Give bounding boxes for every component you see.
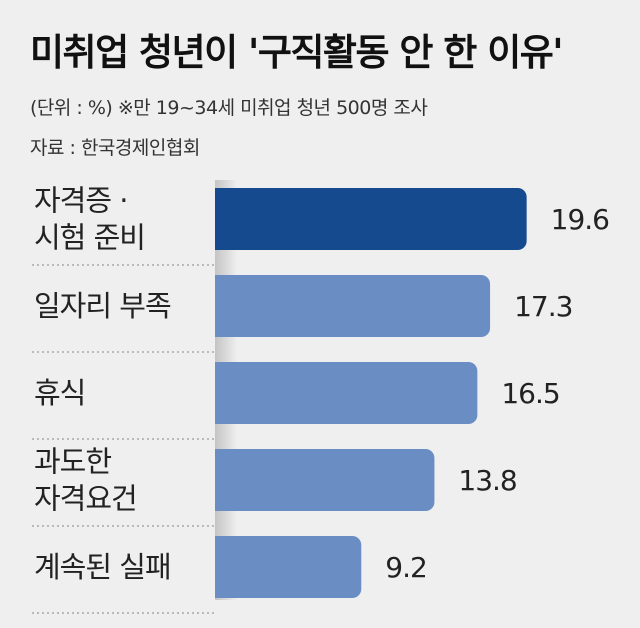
category-label-0-0: 자격증 · bbox=[34, 184, 127, 218]
category-label-3-0: 과도한 bbox=[34, 445, 111, 479]
bar-2 bbox=[215, 362, 478, 424]
chart-title: 미취업 청년이 '구직활동 안 한 이유' bbox=[30, 31, 564, 74]
source-note: 자료 : 한국경제인협회 bbox=[30, 137, 200, 159]
bar-1 bbox=[215, 275, 491, 337]
value-label-3: 13.8 bbox=[458, 464, 516, 497]
category-label-0-1: 시험 준비 bbox=[34, 221, 145, 255]
bar-base-0 bbox=[215, 188, 227, 250]
value-label-4: 9.2 bbox=[385, 551, 427, 584]
value-label-0: 19.6 bbox=[551, 203, 610, 236]
bar-base-4 bbox=[215, 536, 227, 598]
bar-base-1 bbox=[215, 275, 227, 337]
bar-4 bbox=[215, 536, 362, 598]
value-label-1: 17.3 bbox=[514, 290, 572, 323]
bar-base-3 bbox=[215, 449, 227, 511]
bar-0 bbox=[215, 188, 527, 250]
value-label-2: 16.5 bbox=[501, 377, 559, 410]
bar-3 bbox=[215, 449, 435, 511]
unit-note: (단위 : %) ※만 19~34세 미취업 청년 500명 조사 bbox=[30, 97, 428, 119]
category-label-4-0: 계속된 실패 bbox=[34, 550, 171, 584]
category-label-2-0: 휴식 bbox=[34, 376, 85, 410]
category-label-1-0: 일자리 부족 bbox=[34, 289, 171, 323]
bar-base-2 bbox=[215, 362, 227, 424]
category-label-3-1: 자격요건 bbox=[34, 482, 137, 516]
